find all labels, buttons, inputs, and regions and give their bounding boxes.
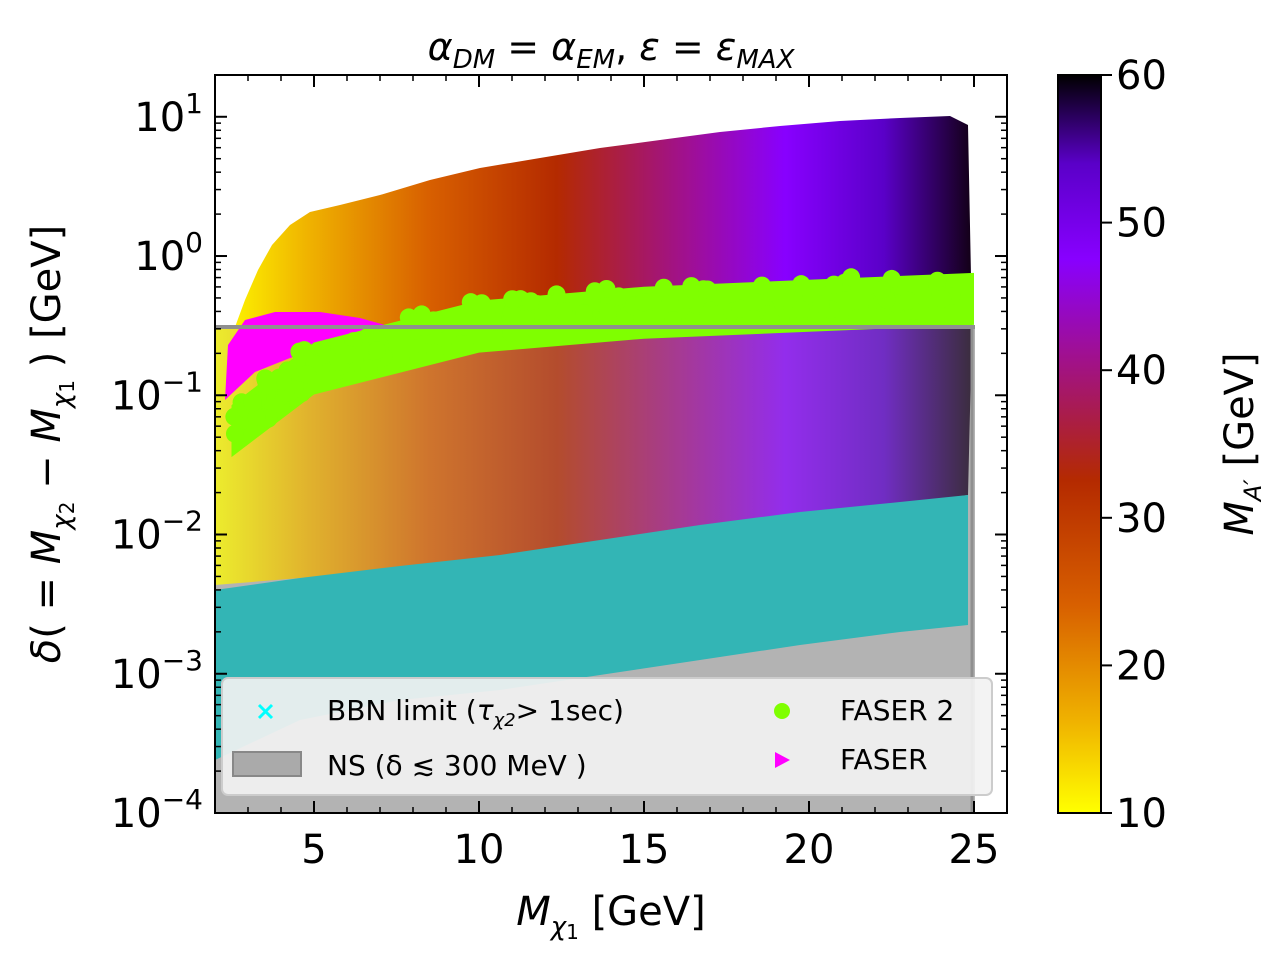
x-tick-label-1: 10	[454, 827, 505, 873]
legend: BBN limit (τχ2> 1sec) NS (δ ≲ 300 MeV ) …	[221, 677, 993, 796]
legend-marker-faser2	[774, 703, 790, 719]
colorbar-tick-label-5: 60	[1116, 53, 1167, 99]
faser2-point	[599, 303, 618, 322]
legend-label-ns: NS (δ ≲ 300 MeV )	[327, 749, 587, 782]
faser2-point	[933, 289, 952, 308]
faser2-point	[698, 280, 717, 299]
faser2-point	[340, 345, 359, 364]
faser2-point	[683, 280, 702, 299]
faser2-point	[872, 280, 891, 299]
faser2-point	[521, 292, 540, 311]
chart-title: αDM = αEM, ε = εMAX	[428, 25, 796, 75]
colorbar-label: MA′ [GeV]	[1217, 352, 1267, 535]
colorbar-gradient	[1057, 74, 1102, 814]
legend-marker-ns	[232, 751, 302, 777]
faser2-point	[705, 305, 724, 324]
faser2-point	[367, 341, 386, 360]
y-tick-label-2: 10−2	[111, 505, 203, 559]
plot-area	[215, 75, 1007, 813]
legend-marker-faser	[775, 752, 790, 768]
colorbar-tick-label-4: 50	[1116, 201, 1167, 247]
colorbar-tick-label-0: 10	[1116, 791, 1167, 837]
faser2-point	[538, 297, 557, 316]
legend-label-bbn: BBN limit (τχ2> 1sec)	[327, 694, 624, 731]
faser2-point	[298, 365, 317, 384]
faser2-point	[643, 292, 662, 311]
faser2-point	[426, 343, 445, 362]
faser2-point	[842, 268, 861, 287]
faser2-point	[575, 304, 594, 323]
faser2-point	[391, 349, 410, 368]
faser-region	[225, 312, 385, 400]
legend-label-faser2: FASER 2	[840, 694, 954, 727]
faser2-point	[225, 424, 244, 443]
y-tick-label-5: 101	[134, 87, 203, 141]
faser2-point	[609, 287, 628, 306]
y-tick-label-3: 10−1	[111, 365, 203, 419]
faser2-point	[258, 373, 277, 392]
scatter-region-upper	[235, 116, 972, 327]
faser2-point	[516, 310, 535, 329]
x-axis-label: Mχ1 [GeV]	[516, 889, 706, 944]
faser2-point	[752, 276, 771, 295]
colorbar-tick-label-3: 40	[1116, 348, 1167, 394]
x-tick-label-2: 15	[619, 827, 670, 873]
faser2-point	[243, 393, 262, 412]
x-axis: 5 10 15 20 25	[247, 75, 1000, 873]
y-axis-label: δ( = Mχ2 − Mχ1 ) [GeV]	[24, 225, 79, 664]
faser2-point	[247, 407, 266, 426]
y-tick-label-4: 100	[134, 226, 203, 280]
legend-label-faser: FASER	[840, 743, 928, 776]
faser2-point	[525, 328, 544, 347]
faser2-point	[585, 282, 604, 301]
faser2-point	[824, 275, 843, 294]
faser2-point	[899, 291, 918, 310]
faser2-point	[811, 295, 830, 314]
scatter-region-lower	[215, 327, 972, 585]
faser2-point	[664, 311, 683, 330]
faser2-band	[225, 268, 974, 458]
colorbar-tick-label-2: 30	[1116, 496, 1167, 542]
colorbar: 10 20 30 40 50 60 MA′ [GeV]	[1057, 53, 1267, 837]
faser2-point	[273, 372, 292, 391]
x-tick-label-0: 5	[301, 827, 326, 873]
y-tick-label-0: 10−4	[111, 783, 203, 837]
faser2-point	[654, 278, 673, 297]
faser2-point	[791, 300, 810, 319]
colorbar-tick-label-1: 20	[1116, 643, 1167, 689]
faser2-point	[504, 290, 523, 309]
faser2-point	[360, 359, 379, 378]
faser2-point	[554, 302, 573, 321]
faser2-point	[871, 307, 890, 326]
legend-marker-bbn	[257, 703, 274, 720]
faser2-point	[848, 309, 867, 328]
x-tick-label-4: 25	[949, 827, 1000, 873]
y-axis: 10−4 10−3 10−2 10−1 100 101	[111, 87, 1007, 837]
y-tick-label-1: 10−3	[111, 644, 203, 698]
faser2-point	[451, 334, 470, 353]
faser2-point	[461, 293, 480, 312]
legend-box	[221, 677, 993, 796]
faser2-point	[744, 292, 763, 311]
faser2-point	[761, 311, 780, 330]
faser2-point	[792, 275, 811, 294]
x-tick-label-3: 20	[784, 827, 835, 873]
